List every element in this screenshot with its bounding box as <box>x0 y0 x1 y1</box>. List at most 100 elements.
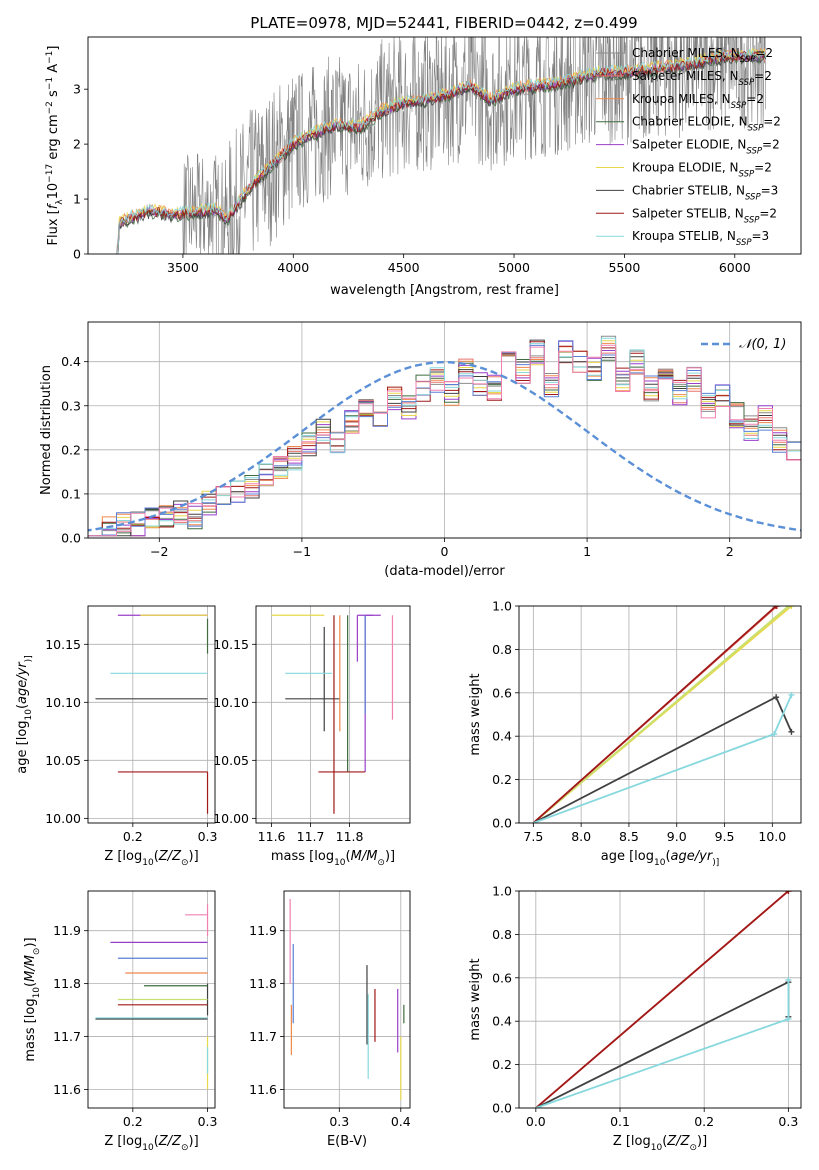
y-tick-label: 2 <box>73 137 81 152</box>
axes-frame <box>518 605 802 824</box>
y-tick-label: 0.8 <box>492 642 512 657</box>
x-tick-label: 0.3 <box>778 1114 798 1129</box>
legend-entry-text: Kroupa MILES, N <box>632 92 731 106</box>
y-tick-label: 0.6 <box>492 970 512 985</box>
y-axis-label-part: ⊙ <box>32 948 42 956</box>
mass-weight-marker <box>785 1016 792 1023</box>
y-tick-label: 0.4 <box>492 729 512 744</box>
y-tick-label: 1.0 <box>492 599 512 614</box>
plot-area <box>271 614 394 814</box>
legend-entry-tail: =3 <box>761 183 779 197</box>
x-axis-label: Z [log10(Z/Z⊙)] <box>613 1134 707 1153</box>
x-axis-label-part: ⊙ <box>689 1143 697 1153</box>
x-axis-label-part: M/M <box>351 849 378 864</box>
panel-massweight_vs_age: 7.5 8.0 8.5 9.0 9.5 10.0 0.0 0.2 0.4 0.6 0.8 1.0 age… <box>468 599 802 868</box>
mass-weight-marker <box>788 606 795 609</box>
histogram-step-line <box>88 337 801 537</box>
legend-entry-tail: =2 <box>755 46 773 60</box>
x-axis-label-part: )] <box>385 849 395 864</box>
x-axis-label-part: )] <box>712 858 719 868</box>
y-axis-label-part: 10 <box>32 987 42 999</box>
model-spectrum-line <box>116 50 766 254</box>
legend-entry-sub: SSP <box>736 238 752 248</box>
x-tick-label: 4500 <box>388 260 420 275</box>
x-axis-label-part: Z/Z <box>158 849 182 864</box>
histogram-step-line <box>88 354 801 537</box>
panel-age_vs_mass: 11.6 11.7 11.8 10.00 10.05 10.10 10.15 mass [lo… <box>213 605 411 868</box>
histogram-step-line <box>88 341 801 537</box>
y-axis-label: age [log10(age/yr)] <box>15 655 34 773</box>
y-tick-label: 11.7 <box>53 1029 81 1044</box>
x-axis-label-part: Z/Z <box>158 1134 182 1149</box>
x-tick-label: 3500 <box>167 260 199 275</box>
legend-entry: Chabrier STELIB, NSSP=3 <box>632 183 778 202</box>
y-tick-label: 10.10 <box>45 695 81 710</box>
plot-area <box>95 904 209 1090</box>
x-axis-label-part: Z [log <box>104 1134 142 1149</box>
y-tick-label: 0.2 <box>61 442 81 457</box>
plot-area <box>532 606 795 823</box>
legend-entry-sub: SSP <box>739 78 755 88</box>
y-tick-label: 11.8 <box>249 976 277 991</box>
y-axis-label-part: M/M <box>23 955 38 982</box>
x-axis-label: (data-model)/error <box>384 564 505 579</box>
y-tick-label: 11.9 <box>249 923 277 938</box>
x-axis-label-part: 10 <box>142 858 154 868</box>
x-axis-label: Z [log10(Z/Z⊙)] <box>104 849 198 868</box>
model-spectrum-line <box>116 47 767 254</box>
x-axis-label: mass [log10(M/M⊙)] <box>271 849 395 868</box>
legend-entry: Kroupa STELIB, NSSP=3 <box>632 229 769 248</box>
x-axis-label-part: 10 <box>334 858 346 868</box>
x-axis-label: Z [log10(Z/Z⊙)] <box>104 1134 198 1153</box>
legend-entry-tail: =3 <box>752 229 770 243</box>
y-tick-label: 11.8 <box>53 976 81 991</box>
mass-weight-marker <box>785 891 792 894</box>
x-tick-label: 4000 <box>277 260 309 275</box>
legend-entry-text: Kroupa ELODIE, N <box>632 161 739 175</box>
legend-entry-text: Chabrier MILES, N <box>632 46 740 60</box>
y-axis-label-part: −2 <box>45 101 55 114</box>
mass-weight-line <box>532 606 790 823</box>
panel-massweight_vs_Z: 0.0 0.1 0.2 0.3 0.0 0.2 0.4 0.6 0.8 1.0 Z [log10(Z… <box>468 884 802 1153</box>
legend-entry: Chabrier ELODIE, NSSP=2 <box>632 115 781 134</box>
plot-area <box>535 891 792 1108</box>
y-tick-label: 10.00 <box>213 811 249 826</box>
x-tick-label: 9.0 <box>667 829 687 844</box>
legend-entry-sub: SSP <box>739 170 755 180</box>
y-axis-label-part: ( <box>15 704 30 709</box>
x-tick-label: 11.7 <box>297 829 325 844</box>
y-axis-label-part: mass [log <box>23 998 38 1061</box>
mass-weight-line <box>535 891 789 1108</box>
legend-entry-sub: SSP <box>744 215 760 225</box>
y-axis-label-part: −1 <box>45 77 55 90</box>
y-tick-label: 11.9 <box>53 923 81 938</box>
x-tick-label: −1 <box>293 544 311 559</box>
x-axis-label-part: age [log <box>601 849 654 864</box>
mass-weight-marker <box>788 728 795 735</box>
y-tick-label: 0.0 <box>492 1101 512 1116</box>
y-tick-label: 0.4 <box>61 354 81 369</box>
legend-entry-tail: =2 <box>759 206 777 220</box>
x-axis-label: wavelength [Angstrom, rest frame] <box>330 283 559 298</box>
histogram-step-line <box>88 340 801 537</box>
legend-entry-tail: =2 <box>754 69 772 83</box>
x-tick-label: 7.5 <box>523 829 543 844</box>
x-axis-label-part: 10 <box>654 858 666 868</box>
histogram-step-line <box>88 342 801 537</box>
x-axis-label: E(B-V) <box>327 1134 367 1149</box>
plot-area <box>289 898 405 1101</box>
y-tick-label: 3 <box>73 82 81 97</box>
y-tick-label: 0.0 <box>492 816 512 831</box>
x-axis-label-part: age/yr <box>671 849 714 864</box>
y-axis-label-part: ( <box>23 982 38 987</box>
x-axis-label-part: ⊙ <box>377 858 385 868</box>
x-axis-label-part: ⊙ <box>181 1143 189 1153</box>
y-tick-label: 0.3 <box>61 398 81 413</box>
y-axis-label-part: 10 <box>24 709 34 721</box>
legend-entry-tail: =2 <box>754 161 772 175</box>
mass-weight-marker <box>774 606 781 609</box>
y-tick-label: 10.05 <box>45 753 81 768</box>
y-axis-label-part: 10 <box>46 183 61 200</box>
